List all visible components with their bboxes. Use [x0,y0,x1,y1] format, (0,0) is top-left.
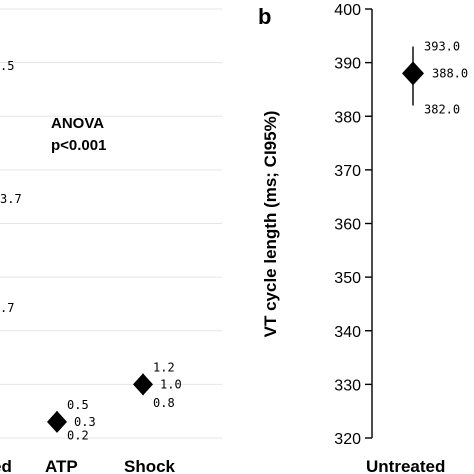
panel-b-letter: b [258,4,271,29]
panel-a-value-label: 0.3 [74,415,96,429]
panel-b-y-axis-title: VT cycle length (ms; CI95%) [261,111,280,338]
panel-a-lower-label: 0.2 [67,428,89,442]
panel-b-y-tick-label: 390 [334,56,361,73]
panel-b-point-marker [402,61,424,86]
panel-b-y-tick-label: 370 [334,163,361,180]
panel-a-lower-label: 0.8 [153,396,175,410]
panel-b-value-label: 388.0 [432,66,468,80]
anova-label: ANOVA [51,115,104,132]
panel-b-y-ticks: 320 330 340 350 360 370 380 390 400 [334,2,372,448]
panel-a-category-atp: ATP [45,457,78,474]
panel-a-gridlines [0,8,222,439]
panel-b-y-tick-label: 340 [334,324,361,341]
panel-a-value-label: 1.0 [160,377,182,391]
panel-b-category-untreated: Untreated [366,457,445,474]
panel-b-y-tick-label: 330 [334,377,361,394]
panel-a: .5 3.7 .7 ANOVA p<0.001 0.50.30.21.21.00… [0,8,222,474]
panel-a-partial-label-2: 3.7 [0,192,22,206]
panel-b-lower-label: 382.0 [424,103,460,117]
panel-a-points: 0.5 0.30.2 1.2 1.0 0.8 [47,361,182,442]
panel-b-y-tick-label: 400 [334,2,361,19]
panel-a-upper-label: 1.2 [153,361,175,375]
panel-a-point-marker [47,410,67,433]
panel-a-partial-label-3: .7 [0,301,14,315]
panel-a-point-marker [133,373,153,396]
panel-b-y-tick-label: 350 [334,270,361,287]
panel-a-category-untreated: ed [0,457,12,474]
panel-b-y-tick-label: 320 [334,431,361,448]
panel-b-points: 393.0 388.0 382.0 [402,40,468,117]
panel-b-y-tick-label: 360 [334,217,361,234]
panel-a-partial-label-1: .5 [0,59,14,73]
panel-a-category-shock: Shock [124,457,176,474]
panel-b: b VT cycle length (ms; CI95%) 3203303403… [258,2,468,474]
anova-pvalue: p<0.001 [51,137,106,154]
panel-b-upper-label: 393.0 [424,40,460,54]
panel-a-upper-label: 0.5 [67,398,89,412]
panel-b-y-tick-label: 380 [334,109,361,126]
